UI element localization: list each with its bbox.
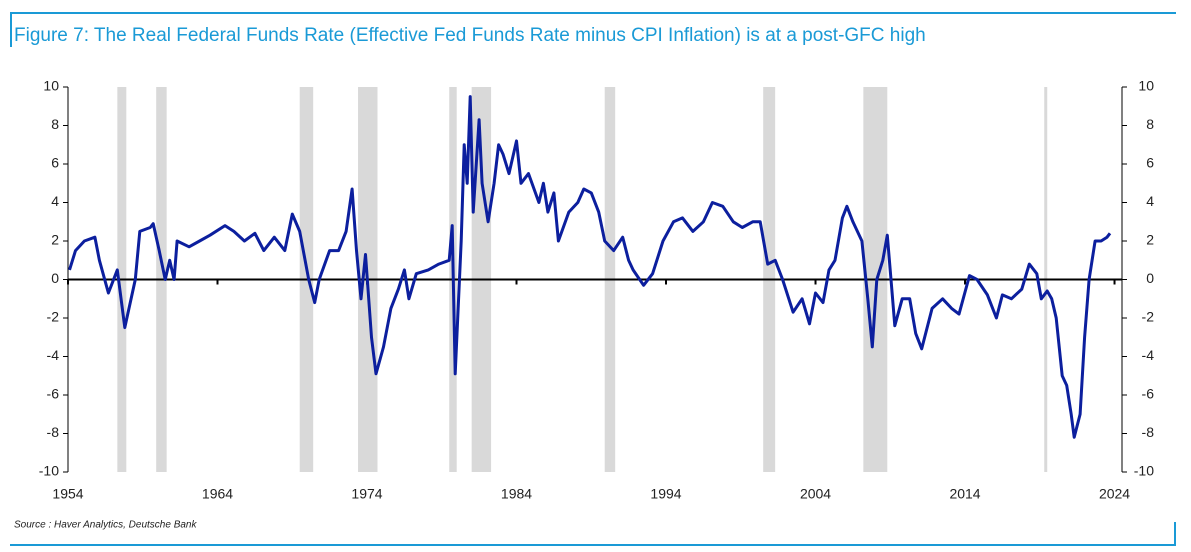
x-tick-label: 1984	[501, 486, 532, 502]
y-tick-label: 8	[51, 116, 59, 132]
y2-tick-label: 0	[1146, 270, 1154, 286]
source: Source : Haver Analytics, Deutsche Bank	[14, 520, 197, 531]
line-series	[68, 95, 1112, 439]
y-tick-label: 6	[51, 155, 59, 171]
y2-tick-label: 4	[1146, 193, 1154, 209]
y2-tick-label: -6	[1142, 386, 1155, 402]
y2-tick-label: 6	[1146, 155, 1154, 171]
y-tick-label: 0	[51, 270, 59, 286]
y2-tick-label: -2	[1142, 309, 1155, 325]
x-tick-label: 1974	[351, 486, 382, 502]
y2-tick-label: 10	[1138, 78, 1154, 94]
x-tick-label: 1994	[650, 486, 681, 502]
y-tick-label: 10	[43, 78, 59, 94]
chart-title: Figure 7: The Real Federal Funds Rate (E…	[14, 25, 926, 46]
y2-tick-label: -4	[1142, 347, 1155, 363]
y-tick-label: 4	[51, 193, 59, 209]
x-tick-label: 1964	[202, 486, 233, 502]
x-tick-label: 2014	[949, 486, 980, 502]
y-tick-label: -2	[47, 309, 60, 325]
y-tick-label: -6	[47, 386, 60, 402]
y-tick-label: -4	[47, 347, 60, 363]
y-tick-label: -10	[39, 463, 59, 479]
x-tick-label: 2024	[1099, 486, 1130, 502]
y-tick-label: -8	[47, 424, 60, 440]
y2-tick-label: -8	[1142, 424, 1155, 440]
x-tick-label: 1954	[52, 486, 83, 502]
y2-tick-label: -10	[1134, 463, 1154, 479]
y2-tick-label: 2	[1146, 232, 1154, 248]
y2-tick-label: 8	[1146, 116, 1154, 132]
x-tick-label: 2004	[800, 486, 831, 502]
y-tick-label: 2	[51, 232, 59, 248]
